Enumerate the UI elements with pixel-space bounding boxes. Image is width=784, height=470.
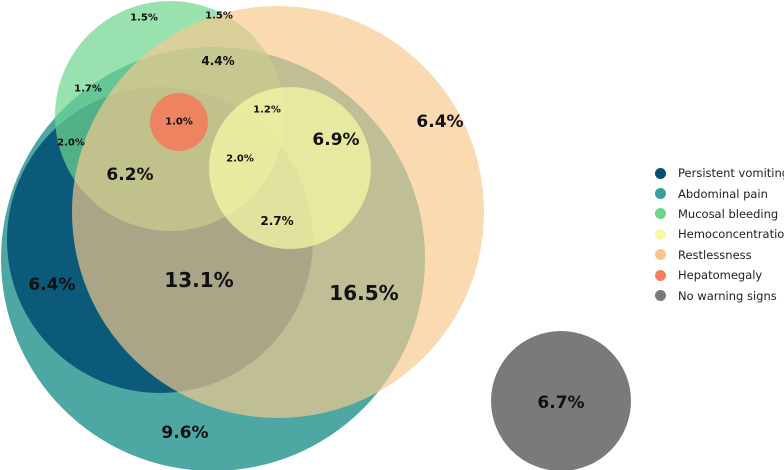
legend-label: Restlessness — [678, 247, 752, 262]
legend-swatch — [655, 208, 666, 220]
region-label: 1.0% — [165, 117, 193, 128]
region-label: 2.0% — [57, 138, 85, 149]
legend-label: Persistent vomiting — [678, 166, 784, 181]
no-warning-signs-circle — [491, 331, 631, 470]
region-label: 4.4% — [201, 54, 234, 68]
legend-swatch — [655, 188, 666, 200]
region-label: 1.7% — [74, 84, 102, 95]
legend: Persistent vomiting Abdominal pain Mucos… — [655, 163, 784, 306]
region-label: 6.4% — [416, 112, 463, 132]
region-label: 6.2% — [106, 165, 153, 185]
region-label: 6.4% — [28, 275, 75, 295]
legend-swatch — [655, 269, 666, 281]
legend-item: Hepatomegaly — [655, 265, 784, 285]
legend-swatch — [655, 228, 666, 240]
legend-item: Mucosal bleeding — [655, 204, 784, 224]
legend-item: Persistent vomiting — [655, 163, 784, 183]
legend-label: Hemoconcentration — [678, 227, 784, 242]
region-label: 2.7% — [260, 214, 293, 228]
legend-label: No warning signs — [678, 288, 777, 303]
legend-swatch — [655, 290, 666, 302]
region-label: 6.9% — [312, 130, 359, 150]
hemoconcentration-circle — [209, 87, 371, 249]
region-label: 1.2% — [253, 105, 281, 116]
legend-label: Hepatomegaly — [678, 268, 763, 283]
legend-label: Abdominal pain — [678, 186, 768, 201]
legend-swatch — [655, 167, 666, 179]
region-label: 6.7% — [537, 393, 584, 413]
legend-item: Hemoconcentration — [655, 224, 784, 244]
legend-item: Abdominal pain — [655, 183, 784, 203]
legend-swatch — [655, 249, 666, 261]
region-label: 1.5% — [205, 11, 233, 22]
legend-item: No warning signs — [655, 285, 784, 305]
region-label: 16.5% — [329, 281, 398, 305]
region-label: 2.0% — [226, 154, 254, 165]
region-label: 9.6% — [161, 423, 208, 443]
hepatomegaly-circle — [150, 93, 208, 151]
legend-label: Mucosal bleeding — [678, 206, 779, 221]
region-label: 1.5% — [130, 13, 158, 24]
region-label: 13.1% — [164, 268, 233, 292]
legend-item: Restlessness — [655, 245, 784, 265]
